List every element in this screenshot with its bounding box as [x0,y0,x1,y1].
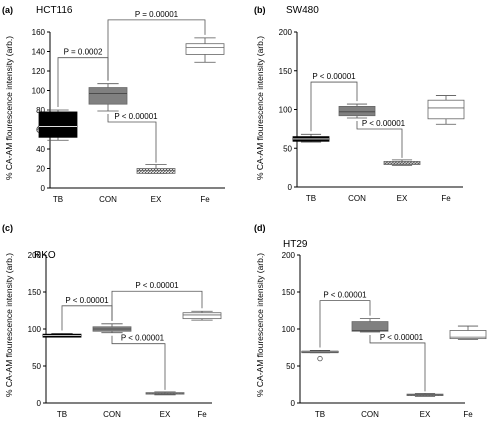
y-tick-label: 200 [28,251,42,260]
y-tick-label: 120 [32,67,46,76]
x-tick-label: TB [306,194,316,203]
x-tick-label: Fe [441,194,451,203]
y-tick-label: 200 [282,251,296,260]
y-axis-label: % CA-AM flourescence intensity (arb.) [4,253,14,397]
panel-title: HCT116 [36,5,73,16]
x-tick-label: Fe [197,410,207,419]
x-tick-label: CON [103,410,121,419]
box [88,87,128,105]
x-tick-label: CON [361,410,379,419]
y-tick-label: 0 [288,183,293,192]
box [427,99,465,120]
p-value-label: P < 0.00001 [362,119,406,128]
box [136,168,176,174]
box [449,330,487,340]
x-tick-label: EX [420,410,431,419]
x-tick-label: EX [160,410,171,419]
x-tick-label: CON [348,194,366,203]
y-tick-label: 100 [28,325,42,334]
p-value-label: P < 0.00001 [380,333,424,342]
plot-area: 0 50 100 150 200 TB CON EX Fe P < 0.00001 P < 0.00… [279,28,465,203]
y-tick-label: 150 [279,67,293,76]
plot-area: 020406080100120140160TBCONEXFeP = 0.0002… [32,10,225,204]
box [38,111,78,138]
comparison-bracket [111,335,166,390]
p-value-label: P = 0.00001 [135,10,179,19]
x-tick-label: TB [57,410,67,419]
box [185,43,225,55]
p-value-label: P < 0.00001 [135,281,179,290]
outlier-point [317,355,323,362]
p-value-label: P < 0.00001 [312,72,356,81]
box [351,321,389,332]
panel-b: (b) SW480 % CA-AM flourescence intensity… [254,5,465,203]
y-tick-label: 140 [32,48,46,57]
p-value-label: P < 0.00001 [114,112,158,121]
x-tick-label: EX [151,195,162,204]
plot-area: 0 50 100 150 200 TB CON EX Fe P < 0.00001 P < 0.00… [28,251,222,419]
p-value-label: P < 0.00001 [323,291,367,300]
comparison-bracket [111,290,203,321]
box [338,106,376,117]
y-tick-label: 40 [36,145,45,154]
y-tick-label: 0 [37,399,42,408]
comparison-bracket [310,81,358,132]
x-tick-label: Fe [463,410,473,419]
plot-area: 0 50 100 150 200 TB CON EX Fe P < 0.00001 P < 0.00… [282,251,487,419]
y-tick-label: 80 [36,106,45,115]
x-tick-label: TB [53,195,63,204]
box [182,312,222,320]
y-tick-label: 200 [279,28,293,37]
panel-label: (d) [254,223,266,233]
x-tick-label: EX [397,194,408,203]
y-axis-label: % CA-AM flourescence intensity (arb.) [255,36,265,180]
y-tick-label: 160 [32,28,46,37]
panel-label: (b) [254,5,266,15]
panel-title: HT29 [283,239,308,250]
y-tick-label: 100 [279,106,293,115]
comparison-bracket [107,113,157,163]
comparison-bracket [356,121,403,158]
panel-label: (a) [2,5,13,15]
y-tick-label: 150 [282,288,296,297]
p-value-label: P < 0.00001 [65,296,109,305]
panel-title: SW480 [286,5,319,16]
y-tick-label: 100 [282,325,296,334]
y-tick-label: 20 [36,165,45,174]
comparison-bracket [319,300,371,348]
y-tick-label: 100 [32,87,46,96]
x-tick-label: TB [315,410,325,419]
y-tick-label: 50 [283,144,292,153]
panel-a: (a) HCT116 % CA-AM flourescence intensit… [2,5,225,204]
y-axis-label: % CA-AM flourescence intensity (arb.) [255,253,265,397]
comparison-bracket [369,334,426,392]
y-tick-label: 150 [28,288,42,297]
x-tick-label: CON [99,195,117,204]
panel-d: (d) HT29 % CA-AM flourescence intensity … [254,223,487,419]
p-value-label: P = 0.0002 [64,48,103,57]
y-axis-label: % CA-AM flourescence intensity (arb.) [4,36,14,180]
panel-label: (c) [2,223,13,233]
y-tick-label: 50 [32,362,41,371]
y-tick-label: 50 [286,362,295,371]
p-value-label: P < 0.00001 [121,334,165,343]
x-tick-label: Fe [200,195,210,204]
panel-c: (c) RKO % CA-AM flourescence intensity (… [2,223,222,419]
y-tick-label: 0 [41,184,46,193]
comparison-bracket [107,19,206,81]
y-tick-label: 0 [291,399,296,408]
